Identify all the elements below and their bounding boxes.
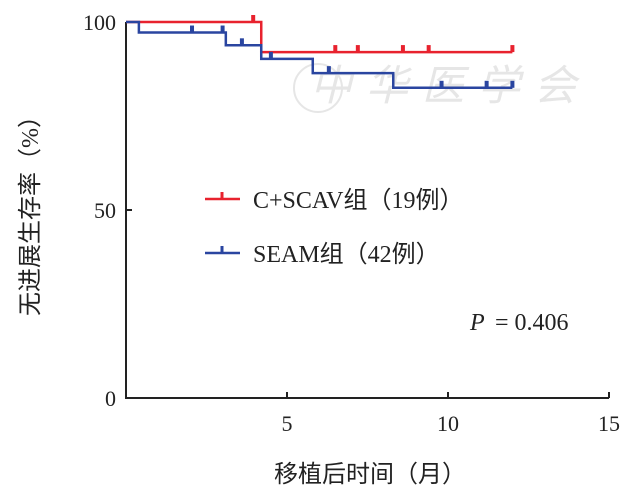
censor-mark <box>190 25 195 33</box>
p-value: = 0.406 <box>495 310 569 336</box>
censor-mark <box>426 45 431 53</box>
p-value-annotation: P = 0.406 <box>469 310 569 336</box>
censor-mark <box>239 38 244 46</box>
watermark-seal <box>293 63 343 113</box>
axes: 5 10 15 0 50 100 <box>83 10 620 436</box>
censor-mark <box>326 66 331 74</box>
censor-mark <box>484 80 489 88</box>
legend-label-seam: SEAM组（42例） <box>253 241 440 268</box>
y-tick-label: 50 <box>94 198 116 223</box>
censor-mark <box>510 45 515 53</box>
censor-mark <box>355 45 360 53</box>
survival-curve-seam <box>126 20 513 90</box>
y-axis-label: 无进展生存率（%） <box>17 104 44 316</box>
x-tick-label: 10 <box>437 411 459 436</box>
p-label: P <box>469 310 485 336</box>
censor-mark <box>251 15 256 22</box>
censor-mark <box>510 80 515 88</box>
censor-mark <box>268 51 273 59</box>
y-tick-label: 100 <box>83 10 116 35</box>
legend-label-cscav: C+SCAV组（19例） <box>253 187 463 214</box>
censor-mark <box>220 25 225 33</box>
x-axis-label: 移植后时间（月） <box>274 461 466 488</box>
censor-mark <box>439 80 444 88</box>
series-group <box>126 15 515 90</box>
survival-curve-cscav <box>126 20 513 54</box>
censor-mark <box>400 45 405 53</box>
x-tick-label: 15 <box>598 411 620 436</box>
censor-mark <box>333 45 338 53</box>
x-tick-label: 5 <box>282 411 293 436</box>
legend: C+SCAV组（19例） SEAM组（42例） <box>205 187 463 268</box>
y-tick-label: 0 <box>105 386 116 411</box>
